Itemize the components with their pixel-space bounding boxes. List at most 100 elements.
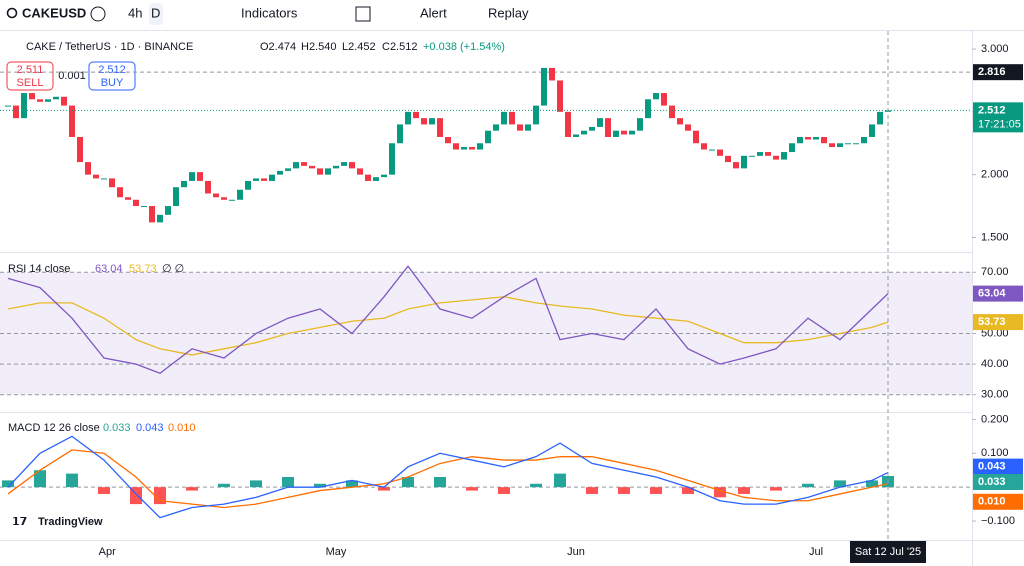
candle xyxy=(653,93,659,100)
hist-badge-bg xyxy=(973,473,1023,490)
hist-badge: 0.033 xyxy=(978,476,1006,488)
x-tick-label: May xyxy=(326,546,347,558)
ohlc-o: O2.474 xyxy=(260,41,296,53)
macd-hist xyxy=(714,487,726,498)
macd-hist xyxy=(434,477,446,488)
candle xyxy=(85,162,91,175)
candle xyxy=(661,93,667,106)
y-tick-label: 1.500 xyxy=(981,231,1009,243)
sell-button[interactable] xyxy=(6,61,54,91)
candle xyxy=(765,152,771,156)
rsi-value: 63.04 xyxy=(95,263,123,275)
macd-hist xyxy=(218,483,230,488)
candle xyxy=(589,126,595,131)
candle xyxy=(549,67,555,81)
candle xyxy=(37,99,43,102)
candle xyxy=(397,124,403,144)
alert[interactable]: Alert xyxy=(420,5,447,20)
candle xyxy=(501,111,507,125)
macd-hist xyxy=(618,487,630,494)
candle xyxy=(869,124,875,137)
candle xyxy=(717,149,723,156)
candle xyxy=(373,177,379,181)
interval[interactable]: 4h xyxy=(128,5,142,20)
candle xyxy=(149,206,155,223)
macd-badge-bg xyxy=(973,458,1023,475)
candle xyxy=(261,178,267,181)
y-tick-label: 70.00 xyxy=(981,266,1009,278)
candle xyxy=(221,197,227,200)
x-tick-label: Jun xyxy=(567,546,585,558)
candle xyxy=(253,178,259,181)
candle xyxy=(509,111,515,125)
candle xyxy=(525,124,531,131)
candle xyxy=(621,130,627,135)
candle xyxy=(141,206,147,208)
last-price-bg xyxy=(973,102,1023,133)
candle xyxy=(533,105,539,125)
interval-active xyxy=(149,3,163,25)
macd-hist xyxy=(770,487,782,491)
candle xyxy=(789,143,795,153)
x-tick-label: Jul xyxy=(809,546,823,558)
macd-hist xyxy=(186,487,198,491)
interval-d[interactable]: D xyxy=(151,5,160,20)
candle xyxy=(133,199,139,207)
candle xyxy=(301,162,307,166)
candle xyxy=(821,136,827,144)
replay[interactable]: Replay xyxy=(488,5,529,20)
candle xyxy=(45,99,51,102)
candle xyxy=(173,187,179,207)
pair: CAKE / TetherUS · 1D · BINANCE xyxy=(26,41,193,53)
candle xyxy=(853,143,859,145)
candle xyxy=(309,165,315,169)
search-icon[interactable] xyxy=(6,7,18,19)
high-label-bg xyxy=(973,64,1023,81)
candle xyxy=(453,143,459,150)
macd-value: 0.043 xyxy=(136,422,164,434)
high-label: 2.816 xyxy=(978,66,1006,78)
candle xyxy=(861,136,867,144)
macd-hist xyxy=(554,473,566,488)
candle xyxy=(805,136,811,140)
macd-hist xyxy=(282,477,294,488)
candle xyxy=(61,96,67,106)
candle xyxy=(325,168,331,175)
toolbar xyxy=(0,0,1024,30)
symbol[interactable]: CAKEUSD xyxy=(22,5,86,20)
macd-hist xyxy=(738,487,750,494)
compare-icon[interactable] xyxy=(90,6,106,22)
buy-button[interactable] xyxy=(88,61,136,91)
candle xyxy=(189,172,195,181)
macd-hist xyxy=(682,487,694,494)
candle xyxy=(413,111,419,119)
layout-icon[interactable] xyxy=(355,6,371,22)
macd-line xyxy=(7,435,889,519)
candle xyxy=(165,206,171,215)
macd-hist xyxy=(66,473,78,488)
candle xyxy=(469,147,475,150)
candle xyxy=(437,118,443,137)
ohlc-h: H2.540 xyxy=(301,41,336,53)
indicators[interactable]: Indicators xyxy=(241,5,298,20)
candle xyxy=(429,118,435,125)
candle xyxy=(725,155,731,163)
candle xyxy=(421,118,427,125)
candle xyxy=(829,143,835,148)
macd-hist xyxy=(402,477,414,488)
candle xyxy=(341,162,347,166)
nulls: ∅ ∅ xyxy=(162,263,184,275)
macd-hist xyxy=(498,487,510,494)
candle xyxy=(757,152,763,156)
pane-title: RSI 14 close xyxy=(8,263,70,275)
macd-hist xyxy=(530,483,542,488)
candle xyxy=(749,155,755,157)
last-price: 2.512 xyxy=(978,104,1006,116)
spread: 0.001 xyxy=(58,70,86,82)
candle xyxy=(21,93,27,119)
candle xyxy=(693,130,699,144)
macd-hist xyxy=(314,483,326,488)
macd-hist xyxy=(34,470,46,488)
candle xyxy=(293,162,299,169)
